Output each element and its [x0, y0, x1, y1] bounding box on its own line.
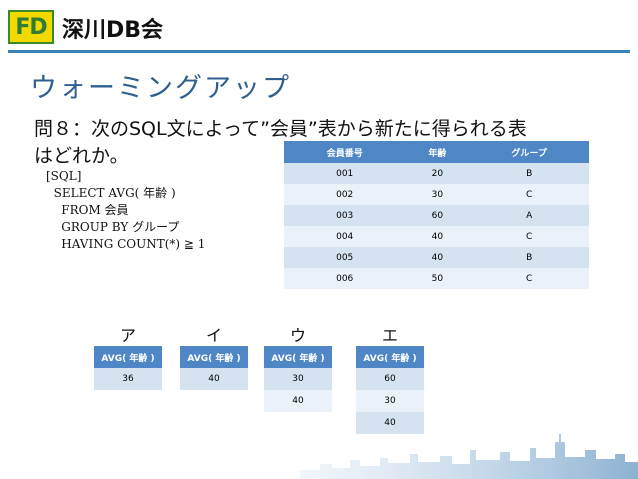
table-cell: 40 [356, 412, 424, 434]
option-label: エ [381, 326, 398, 345]
table-cell: B [469, 163, 589, 184]
option-table: AVG( 年齢 ) 40 [180, 346, 248, 390]
column-header: AVG( 年齢 ) [264, 346, 332, 368]
table-cell: 004 [284, 226, 406, 247]
option-i[interactable]: イ AVG( 年齢 ) 40 [180, 322, 248, 390]
table-header-row: 会員番号 年齢 グループ [284, 141, 589, 163]
org-name: 深川DB会 [62, 18, 164, 43]
option-table: AVG( 年齢 ) 36 [94, 346, 162, 390]
question-line-2: はどれか。 [34, 145, 129, 167]
table-cell: 30 [405, 184, 470, 205]
table-cell: C [469, 268, 589, 289]
table-cell: 60 [356, 368, 424, 390]
header-divider [8, 50, 630, 53]
option-table: AVG( 年齢 ) 60 30 40 [356, 346, 424, 434]
table-cell: C [469, 226, 589, 247]
table-cell: 36 [94, 368, 162, 390]
table-row: 002 30 C [284, 184, 589, 205]
option-label: イ [205, 326, 222, 345]
column-header: 年齢 [405, 141, 470, 163]
column-header: AVG( 年齢 ) [356, 346, 424, 368]
option-label: ア [119, 326, 136, 345]
sql-line: SELECT AVG( 年齢 ) [46, 186, 176, 200]
city-skyline-decoration [300, 434, 638, 479]
table-row: 003 60 A [284, 205, 589, 226]
table-cell: A [469, 205, 589, 226]
column-header: グループ [469, 141, 589, 163]
table-cell: 40 [405, 226, 470, 247]
option-a[interactable]: ア AVG( 年齢 ) 36 [94, 322, 162, 390]
table-cell: 40 [405, 247, 470, 268]
option-label: ウ [289, 326, 306, 345]
sql-line: GROUP BY グループ [46, 220, 180, 234]
sql-line: FROM 会員 [46, 203, 129, 217]
question-text: 問８：次のSQL文によって”会員”表から新たに得られる表 はどれか。 [34, 116, 614, 170]
table-row: 006 50 C [284, 268, 589, 289]
logo: FD [8, 10, 54, 44]
option-u[interactable]: ウ AVG( 年齢 ) 30 40 [264, 322, 332, 412]
member-table: 会員番号 年齢 グループ 001 20 B 002 30 C 003 60 A … [284, 141, 589, 289]
option-e[interactable]: エ AVG( 年齢 ) 60 30 40 [356, 322, 424, 434]
table-cell: C [469, 184, 589, 205]
table-cell: 40 [180, 368, 248, 390]
table-cell: 40 [264, 390, 332, 412]
table-cell: 002 [284, 184, 406, 205]
table-row: 004 40 C [284, 226, 589, 247]
table-cell: 003 [284, 205, 406, 226]
column-header: 会員番号 [284, 141, 406, 163]
option-table: AVG( 年齢 ) 30 40 [264, 346, 332, 412]
sql-block: [SQL] SELECT AVG( 年齢 ) FROM 会員 GROUP BY … [46, 168, 205, 253]
table-cell: 005 [284, 247, 406, 268]
table-cell: 30 [264, 368, 332, 390]
table-cell: B [469, 247, 589, 268]
sql-line: HAVING COUNT(*) ≧ 1 [46, 237, 206, 251]
table-cell: 006 [284, 268, 406, 289]
table-row: 001 20 B [284, 163, 589, 184]
question-line-1: 問８：次のSQL文によって”会員”表から新たに得られる表 [34, 118, 527, 140]
table-cell: 001 [284, 163, 406, 184]
slide-title: ウォーミングアップ [30, 73, 291, 104]
table-cell: 20 [405, 163, 470, 184]
column-header: AVG( 年齢 ) [94, 346, 162, 368]
table-cell: 50 [405, 268, 470, 289]
table-cell: 60 [405, 205, 470, 226]
sql-line: [SQL] [46, 169, 82, 183]
table-cell: 30 [356, 390, 424, 412]
column-header: AVG( 年齢 ) [180, 346, 248, 368]
table-row: 005 40 B [284, 247, 589, 268]
